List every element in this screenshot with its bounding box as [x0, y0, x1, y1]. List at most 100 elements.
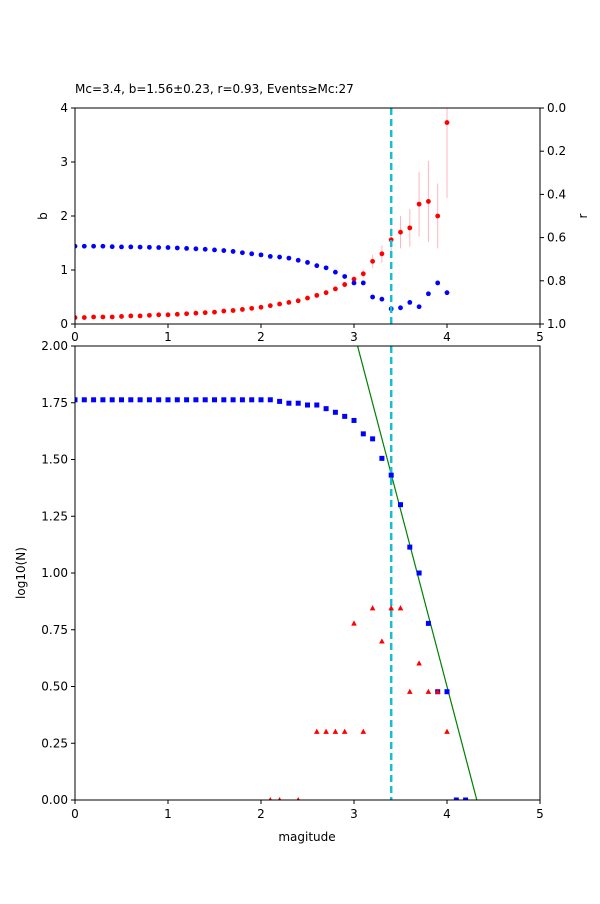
r-value-point [407, 300, 413, 305]
top-right-y-tick-label: 0.0 [547, 101, 566, 115]
b-value-point [156, 312, 162, 318]
noncumulative-count-point [341, 728, 348, 734]
bottom-y-tick-label: 1.25 [41, 509, 68, 523]
bottom-y-tick-label: 0.50 [41, 680, 68, 694]
cumulative-count-point [212, 397, 217, 403]
r-value-point [295, 257, 301, 263]
r-value-point [249, 251, 255, 257]
cumulative-count-point [351, 417, 357, 423]
cumulative-count-point [398, 502, 403, 508]
b-value-point [128, 313, 134, 319]
r-value-point [230, 249, 236, 254]
top-x-tick-label: 2 [257, 330, 265, 344]
r-value-point [333, 269, 338, 275]
b-value-point [109, 314, 115, 320]
cumulative-count-point [184, 397, 190, 403]
noncumulative-count-point [407, 688, 413, 694]
r-value-point [435, 280, 441, 286]
bottom-y-axis-label: log10(N) [14, 547, 28, 599]
bottom-x-tick-label: 4 [443, 807, 451, 821]
b-value-point [258, 304, 264, 310]
cumulative-count-point [314, 402, 320, 408]
cumulative-count-point [360, 431, 366, 437]
top-right-y-tick-label: 0.8 [547, 274, 566, 288]
b-value-point [147, 312, 152, 318]
top-plot-area [75, 108, 450, 324]
r-value-point [100, 243, 106, 249]
b-value-point [416, 201, 422, 207]
top-right-axis-label: r [576, 213, 590, 218]
r-value-point [398, 305, 403, 311]
b-value-point [370, 258, 375, 264]
b-value-point [202, 310, 208, 316]
top-left-y-tick-label: 1 [60, 263, 68, 277]
cumulative-count-point [267, 397, 273, 403]
r-value-point [314, 263, 320, 269]
r-value-point [258, 252, 264, 258]
b-value-point [165, 312, 171, 318]
b-value-point [267, 303, 273, 309]
b-value-point [305, 295, 310, 301]
b-value-point [212, 309, 217, 315]
noncumulative-count-point [360, 728, 367, 734]
noncumulative-count-point [388, 605, 394, 611]
b-value-point [286, 300, 292, 305]
b-value-point [277, 301, 282, 307]
cumulative-count-point [258, 397, 264, 403]
r-value-point [212, 247, 217, 253]
cumulative-count-point [388, 472, 394, 478]
b-value-point [174, 311, 180, 317]
r-value-point [221, 248, 227, 253]
cumulative-count-point [277, 398, 283, 404]
cumulative-count-point [91, 397, 97, 403]
cumulative-count-point [407, 544, 413, 550]
top-panel: Mc=3.4, b=1.56±0.23, r=0.93, Events≥Mc:2… [36, 82, 590, 344]
top-left-axis-label: b [36, 212, 50, 220]
bottom-y-tick-label: 0.00 [41, 793, 68, 807]
top-left-y-tick-label: 3 [60, 155, 68, 169]
bottom-x-tick-label: 1 [164, 807, 172, 821]
bottom-axes: 0 1 2 3 4 5 0.00 0.25 0.50 0.75 1.00 1.25 1.50 1.75 2.… [41, 339, 544, 821]
b-value-point [342, 282, 348, 287]
cumulative-count-point [137, 397, 143, 403]
cumulative-count-point [156, 397, 162, 403]
top-x-tick-label: 3 [350, 330, 358, 344]
r-value-point [286, 255, 292, 261]
r-value-point [305, 260, 310, 265]
bottom-y-tick-label: 1.50 [41, 453, 68, 467]
top-x-tick-label: 5 [536, 330, 544, 344]
cumulative-count-point [342, 413, 348, 419]
b-value-point [360, 271, 366, 277]
bottom-x-tick-label: 5 [536, 807, 544, 821]
top-clipped-marks [75, 108, 450, 324]
cumulative-count-point [193, 397, 199, 403]
top-x-tick-label: 1 [164, 330, 172, 344]
gr-fit-line [356, 346, 478, 800]
r-value-point [277, 254, 282, 260]
top-left-y-tick-label: 4 [60, 101, 68, 115]
b-value-point [240, 307, 245, 312]
r-value-point [119, 244, 124, 250]
cumulative-count-point [295, 400, 301, 406]
cumulative-count-point [202, 397, 208, 403]
bottom-y-tick-label: 1.00 [41, 566, 68, 580]
b-value-point [333, 286, 338, 292]
r-value-point [137, 244, 143, 250]
noncumulative-count-point [425, 688, 432, 694]
r-value-point [342, 274, 348, 279]
top-axes: 0 1 2 3 4 5 0 1 2 3 4 0.0 0.2 0.4 0.6 0.8 1.0 [60, 101, 566, 344]
b-value-point [249, 305, 255, 311]
top-right-y-tick-label: 0.4 [547, 187, 566, 201]
cumulative-count-point [305, 402, 310, 408]
noncumulative-count-point [379, 638, 385, 644]
b-value-point [75, 315, 78, 320]
r-value-point [81, 243, 87, 249]
r-value-point [444, 290, 450, 296]
noncumulative-count-point [277, 797, 282, 800]
top-left-y-tick-label: 0 [60, 317, 68, 331]
r-value-point [193, 246, 199, 252]
top-x-tick-label: 0 [71, 330, 79, 344]
cumulative-count-point [416, 570, 422, 576]
